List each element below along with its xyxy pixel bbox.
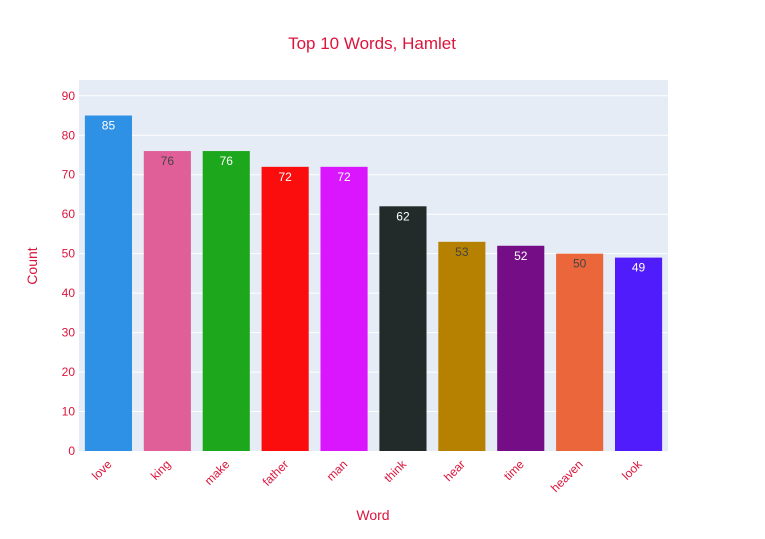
bar-value-label: 52	[514, 249, 528, 263]
y-tick-label: 10	[62, 405, 76, 419]
y-tick-label: 90	[62, 89, 76, 103]
bar-make[interactable]	[202, 151, 250, 452]
x-tick-label: time	[501, 457, 527, 483]
bar-father[interactable]	[261, 166, 309, 452]
x-axis-title: Word	[356, 507, 389, 523]
y-tick-label: 60	[62, 207, 76, 221]
bar-think[interactable]	[379, 206, 427, 451]
y-tick-label: 40	[62, 286, 76, 300]
bar-man[interactable]	[320, 166, 368, 452]
x-tick-label: king	[148, 457, 173, 482]
chart-title: Top 10 Words, Hamlet	[288, 34, 456, 53]
bars	[84, 115, 663, 452]
y-tick-label: 30	[62, 326, 76, 340]
y-axis-ticks: 0 10 20 30 40 50 60 70 80 90	[62, 89, 76, 458]
bar-value-label: 85	[102, 119, 116, 133]
bar-value-label: 50	[573, 257, 587, 271]
bar-look[interactable]	[614, 257, 663, 451]
y-tick-label: 50	[62, 247, 76, 261]
x-tick-label: make	[202, 457, 233, 488]
x-tick-label: man	[324, 457, 350, 483]
bar-king[interactable]	[143, 151, 191, 452]
x-tick-label: think	[381, 457, 410, 486]
y-tick-label: 0	[68, 444, 75, 458]
x-tick-label: heaven	[548, 457, 586, 495]
x-tick-label: look	[619, 457, 645, 483]
bar-value-label: 49	[632, 261, 646, 275]
y-tick-label: 70	[62, 168, 76, 182]
bar-love[interactable]	[84, 115, 133, 452]
x-tick-label: love	[89, 457, 115, 483]
x-tick-label: hear	[441, 457, 468, 484]
bar-labels: 85 76 76 72 72 62 53 52 50 49	[102, 119, 646, 275]
bar-value-label: 72	[337, 170, 351, 184]
y-tick-label: 80	[62, 128, 76, 142]
x-tick-label: father	[260, 457, 292, 489]
y-axis-title: Count	[24, 247, 40, 284]
y-tick-label: 20	[62, 365, 76, 379]
bar-value-label: 76	[161, 154, 175, 168]
bar-value-label: 62	[396, 209, 410, 223]
bar-heaven[interactable]	[556, 253, 604, 451]
bar-hear[interactable]	[438, 241, 486, 451]
x-axis-ticks: love king make father man think hear time heaven…	[89, 457, 645, 495]
bar-value-label: 76	[220, 154, 234, 168]
bar-time[interactable]	[497, 245, 545, 451]
bar-value-label: 53	[455, 245, 469, 259]
bar-value-label: 72	[278, 170, 292, 184]
